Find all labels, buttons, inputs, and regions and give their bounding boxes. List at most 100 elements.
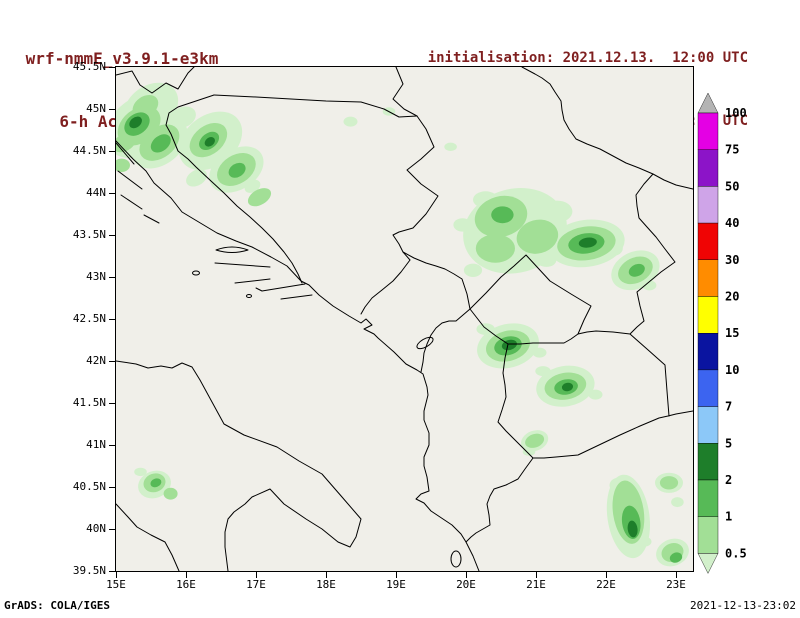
island-brac [215, 246, 249, 253]
border-albania-greece [465, 457, 534, 543]
lon-tick [396, 572, 397, 578]
border-slovenia-croatia [116, 67, 195, 94]
precip-cell [150, 134, 171, 153]
lat-axis-label: 42.5N [72, 312, 106, 325]
lat-axis-label: 41.5N [72, 396, 106, 409]
border-romania-bulgaria-danube [652, 173, 693, 190]
generation-timestamp: 2021-12-13-23:02 [690, 599, 796, 612]
precip-cell [163, 487, 178, 500]
lat-tick [109, 67, 115, 68]
geography-layer [116, 67, 693, 571]
lon-axis-label: 22E [596, 578, 616, 591]
legend-band [697, 443, 719, 481]
coastline-adriatic-east [116, 140, 480, 571]
lat-tick [109, 109, 115, 110]
lon-tick [606, 572, 607, 578]
precip-cell [532, 347, 547, 358]
legend-label: 100 [725, 106, 747, 120]
lat-axis-label: 45.5N [72, 60, 106, 73]
precip-cell [453, 218, 472, 232]
legend-label: 15 [725, 326, 739, 340]
legend-label: 7 [725, 400, 732, 414]
islands-zadar [117, 170, 143, 190]
legend-label: 2 [725, 473, 732, 487]
model-title: wrf-nmmE_v3.9.1-e3km [25, 49, 219, 68]
lon-axis-label: 17E [246, 578, 266, 591]
border-montenegro-albania [420, 308, 471, 373]
precip-cell [343, 116, 358, 127]
init-time-label: initialisation: 2021.12.13. 12:00 UTC [427, 50, 748, 66]
legend-label: 50 [725, 179, 739, 193]
precip-cell [150, 478, 162, 488]
island-lastovo [246, 294, 252, 298]
lon-axis-label: 15E [106, 578, 126, 591]
lat-tick [109, 319, 115, 320]
lon-tick [676, 572, 677, 578]
lat-tick [109, 571, 115, 572]
lon-axis-label: 23E [666, 578, 686, 591]
precip-cell [588, 389, 603, 400]
lat-tick [109, 487, 115, 488]
precip-cell [186, 169, 207, 187]
lat-axis-label: 40.5N [72, 480, 106, 493]
lon-axis-label: 18E [316, 578, 336, 591]
precip-cell [561, 382, 574, 392]
lon-tick [116, 572, 117, 578]
legend-label: 30 [725, 253, 739, 267]
legend-band [697, 406, 719, 444]
precip-cell [444, 142, 457, 151]
legend-label: 0.5 [725, 546, 747, 560]
precip-cell [134, 467, 147, 477]
lat-tick [109, 277, 115, 278]
precip-cell [525, 433, 545, 448]
lon-axis-label: 20E [456, 578, 476, 591]
precip-cell [541, 200, 573, 223]
precip-cell [578, 237, 597, 248]
map-canvas [116, 67, 693, 571]
island-hvar [214, 262, 271, 268]
lon-tick [536, 572, 537, 578]
coastline-italy-adriatic [116, 360, 362, 571]
legend-label: 5 [725, 436, 732, 450]
map-plot-area [115, 66, 694, 572]
island-korcula [234, 278, 271, 284]
lon-tick [186, 572, 187, 578]
legend-under-arrow [697, 553, 719, 574]
border-croatia-bosnia-west [165, 94, 303, 284]
legend-label: 40 [725, 216, 739, 230]
border-macedonia-greece [532, 410, 693, 459]
legend-band [697, 296, 719, 334]
precip-cell [669, 552, 683, 563]
lat-axis-label: 41N [86, 438, 106, 451]
precip-cell [228, 162, 246, 178]
border-bosnia-serbia-drina [392, 115, 439, 261]
lat-tick [109, 403, 115, 404]
precipitation-layer [116, 82, 689, 567]
lat-axis-label: 44N [86, 186, 106, 199]
lat-tick [109, 445, 115, 446]
lat-axis-label: 43N [86, 270, 106, 283]
precip-cell [522, 447, 536, 456]
legend-band [697, 369, 719, 407]
legend-over-arrow [697, 92, 719, 114]
precip-cell [536, 253, 557, 267]
lon-tick [466, 572, 467, 578]
precip-cell [204, 137, 215, 147]
lon-tick [326, 572, 327, 578]
legend-label: 20 [725, 290, 739, 304]
island-pag [116, 142, 135, 165]
legend-band [697, 149, 719, 187]
lon-axis-label: 21E [526, 578, 546, 591]
border-serbia-macedonia [577, 330, 631, 335]
precip-cell [244, 179, 261, 193]
lat-tick [109, 361, 115, 362]
precip-cell [637, 536, 652, 547]
precip-cell [491, 206, 514, 224]
border-croatia-serbia [392, 67, 418, 117]
lat-axis-label: 40N [86, 522, 106, 535]
precip-cell [475, 234, 515, 263]
legend-label: 75 [725, 143, 739, 157]
precip-cell [642, 280, 657, 291]
lat-axis-label: 39.5N [72, 564, 106, 577]
